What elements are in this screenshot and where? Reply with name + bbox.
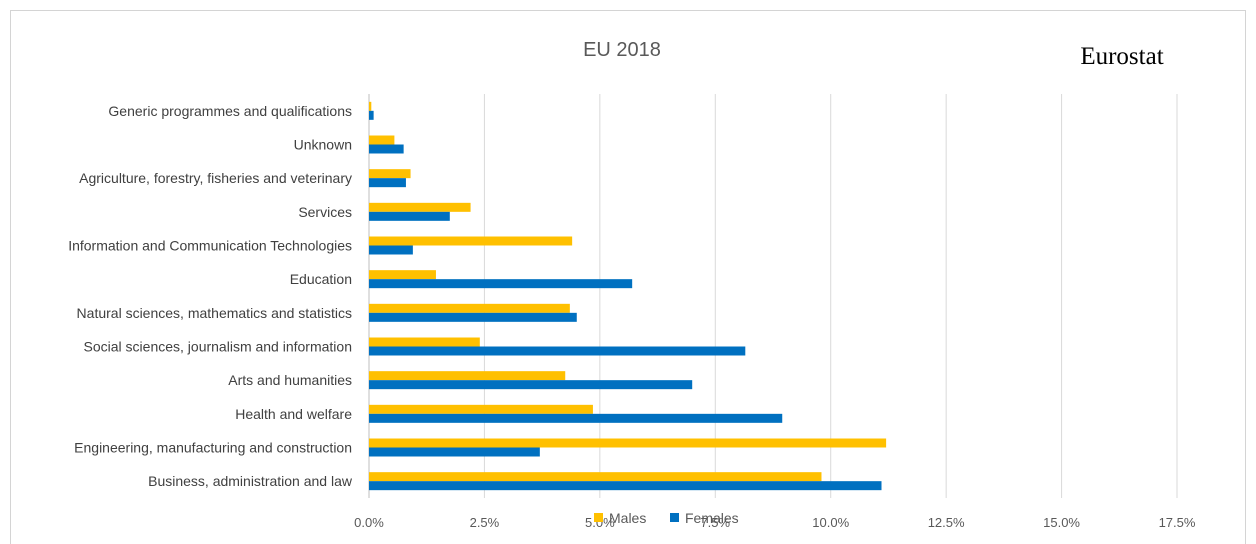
bars: [369, 101, 887, 491]
x-tick-label: 0.0%: [354, 515, 384, 530]
x-tick-label: 5.0%: [585, 515, 615, 530]
bar-males: [369, 202, 471, 212]
bar-males: [369, 404, 593, 414]
category-label: Engineering, manufacturing and construct…: [74, 440, 352, 456]
legend-swatch-females: [670, 513, 679, 522]
bar-females: [369, 312, 577, 322]
category-label: Arts and humanities: [228, 372, 352, 388]
x-tick-label: 17.5%: [1159, 515, 1196, 530]
bar-females: [369, 447, 540, 457]
legend-label-males: Males: [609, 510, 646, 526]
bar-females: [369, 144, 404, 154]
bar-males: [369, 438, 887, 448]
category-label: Social sciences, journalism and informat…: [84, 339, 352, 355]
bar-males: [369, 472, 822, 482]
legend-swatch-males: [594, 513, 603, 522]
bar-females: [369, 279, 633, 289]
bar-males: [369, 303, 570, 313]
bar-females: [369, 346, 746, 356]
category-label: Agriculture, forestry, fisheries and vet…: [79, 170, 352, 186]
category-label: Education: [290, 271, 352, 287]
bar-females: [369, 481, 882, 491]
gridlines: [368, 94, 1178, 498]
bar-males: [369, 371, 566, 381]
category-label: Services: [298, 204, 352, 220]
bar-males: [369, 169, 411, 179]
x-tick-label: 7.5%: [700, 515, 730, 530]
category-label: Generic programmes and qualifications: [108, 103, 352, 119]
category-label: Information and Communication Technologi…: [68, 238, 352, 254]
x-tick-label: 2.5%: [470, 515, 500, 530]
category-label: Unknown: [294, 137, 352, 153]
legend: Males Females: [594, 510, 739, 526]
bar-females: [369, 380, 693, 390]
category-labels: Generic programmes and qualifications Unk…: [68, 103, 353, 489]
x-tick-label: 10.0%: [812, 515, 849, 530]
bar-males: [369, 337, 480, 347]
x-tick-label: 15.0%: [1043, 515, 1080, 530]
bar-females: [369, 110, 374, 120]
bar-females: [369, 413, 783, 423]
source-label: Eurostat: [1080, 43, 1163, 70]
bar-males: [369, 135, 395, 145]
chart-title: EU 2018: [583, 39, 661, 61]
bar-males: [369, 236, 573, 246]
x-tick-labels: 0.0% 2.5% 5.0% 7.5% 10.0% 12.5% 15.0% 17.5%: [354, 515, 1196, 530]
bar-females: [369, 178, 406, 188]
x-tick-label: 12.5%: [928, 515, 965, 530]
chart-frame: [10, 10, 1246, 544]
bar-males: [369, 270, 436, 280]
category-label: Business, administration and law: [148, 473, 353, 489]
category-label: Health and welfare: [235, 406, 352, 422]
category-label: Natural sciences, mathematics and statis…: [77, 305, 352, 321]
bar-males: [369, 101, 372, 111]
bar-females: [369, 211, 450, 221]
bar-females: [369, 245, 413, 255]
legend-label-females: Females: [685, 510, 739, 526]
